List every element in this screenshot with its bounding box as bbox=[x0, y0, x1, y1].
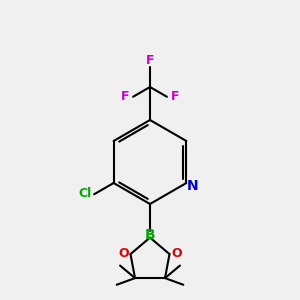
Text: O: O bbox=[118, 247, 129, 260]
Text: N: N bbox=[186, 179, 198, 193]
Text: F: F bbox=[146, 54, 154, 68]
Text: F: F bbox=[121, 90, 130, 103]
Text: F: F bbox=[170, 90, 179, 103]
Text: Cl: Cl bbox=[79, 187, 92, 200]
Text: O: O bbox=[171, 247, 182, 260]
Text: B: B bbox=[145, 228, 155, 242]
